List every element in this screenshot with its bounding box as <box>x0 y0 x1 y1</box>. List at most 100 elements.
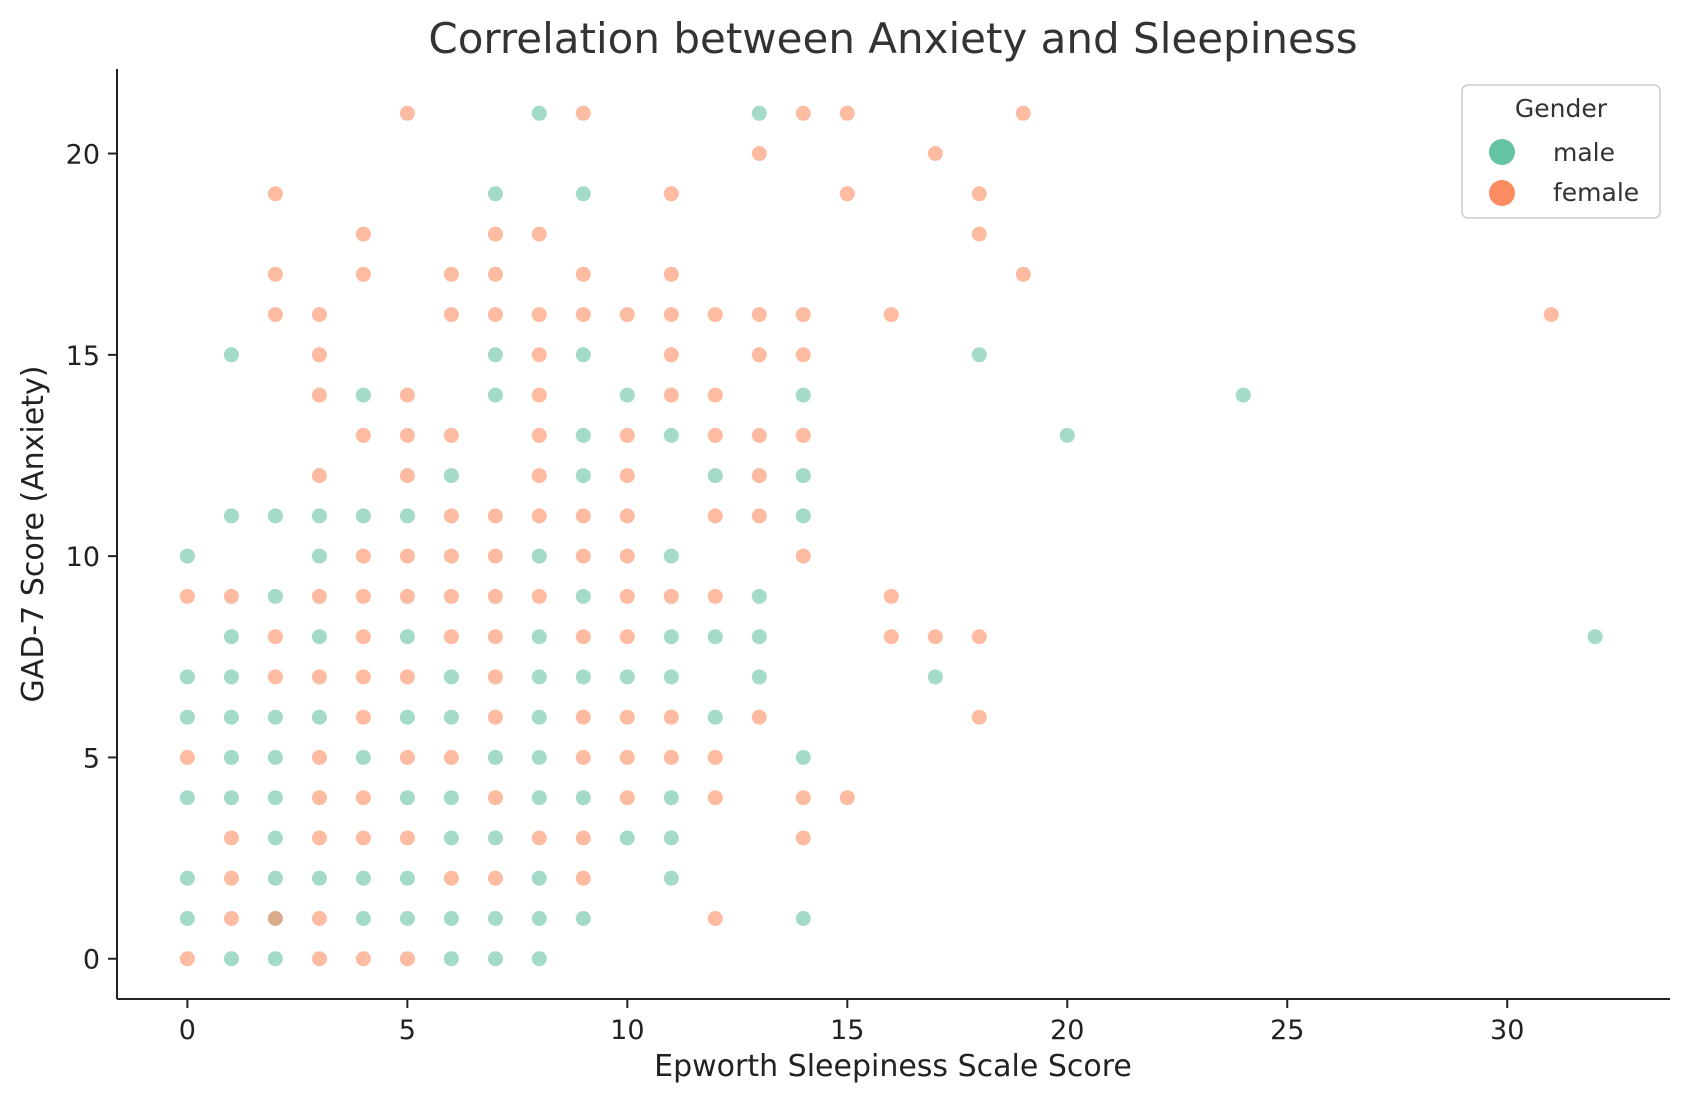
legend-label-male: male <box>1553 138 1615 167</box>
point-male-32 <box>750 587 768 605</box>
point-female-68 <box>486 547 504 565</box>
point-male-50 <box>178 708 196 726</box>
point-female-80 <box>618 587 636 605</box>
point-male-1 <box>750 104 768 122</box>
point-female-63 <box>706 507 724 525</box>
point-female-42 <box>530 386 548 404</box>
point-female-41 <box>398 386 416 404</box>
point-female-23 <box>310 306 328 324</box>
point-female-50 <box>706 426 724 444</box>
point-female-62 <box>618 507 636 525</box>
point-male-46 <box>618 668 636 686</box>
point-female-57 <box>750 467 768 485</box>
point-male-28 <box>530 547 548 565</box>
point-male-74 <box>486 829 504 847</box>
point-female-87 <box>486 628 504 646</box>
point-female-2 <box>794 104 812 122</box>
point-male-88 <box>442 910 460 927</box>
point-female-123 <box>398 829 416 847</box>
x-tick-label-20: 20 <box>1050 1015 1084 1046</box>
point-female-22 <box>266 306 284 324</box>
point-male-70 <box>574 789 592 807</box>
point-female-16 <box>354 265 372 283</box>
y-tick-label-5: 5 <box>83 743 100 774</box>
point-female-59 <box>486 507 504 525</box>
point-female-21 <box>1014 265 1032 283</box>
point-male-92 <box>794 910 812 927</box>
point-male-69 <box>530 789 548 807</box>
point-female-82 <box>706 587 724 605</box>
point-female-130 <box>574 869 592 887</box>
point-male-64 <box>178 789 196 807</box>
point-male-76 <box>662 829 680 847</box>
x-tick-label-30: 30 <box>1490 1015 1524 1046</box>
point-female-51 <box>750 426 768 444</box>
point-male-72 <box>266 829 284 847</box>
point-male-14 <box>662 426 680 444</box>
point-female-30 <box>706 306 724 324</box>
point-female-19 <box>574 265 592 283</box>
point-female-5 <box>750 145 768 162</box>
point-male-93 <box>222 950 240 968</box>
point-female-106 <box>310 748 328 766</box>
point-female-24 <box>442 306 460 324</box>
point-female-66 <box>398 547 416 565</box>
point-female-48 <box>530 426 548 444</box>
point-female-131 <box>222 910 240 927</box>
point-female-65 <box>354 547 372 565</box>
point-female-101 <box>618 708 636 726</box>
point-male-21 <box>266 507 284 525</box>
point-male-95 <box>442 950 460 968</box>
point-male-33 <box>222 628 240 646</box>
point-female-4 <box>1014 104 1032 122</box>
point-male-49 <box>926 668 944 686</box>
y-tick-label-0: 0 <box>83 945 100 976</box>
x-axis-label: Epworth Sleepiness Scale Score <box>654 1049 1132 1084</box>
point-male-86 <box>354 910 372 927</box>
point-female-91 <box>926 628 944 646</box>
point-male-36 <box>530 628 548 646</box>
point-male-73 <box>442 829 460 847</box>
point-male-60 <box>354 748 372 766</box>
point-female-11 <box>354 225 372 243</box>
point-female-14 <box>970 225 988 243</box>
point-female-39 <box>794 346 812 364</box>
point-male-79 <box>310 869 328 887</box>
point-female-100 <box>574 708 592 726</box>
point-male-44 <box>530 668 548 686</box>
point-female-18 <box>486 265 504 283</box>
point-female-26 <box>530 306 548 324</box>
legend: Gender male female <box>1461 84 1661 219</box>
point-female-113 <box>310 789 328 807</box>
point-male-7 <box>970 346 988 364</box>
point-male-35 <box>398 628 416 646</box>
point-female-35 <box>310 346 328 364</box>
point-female-15 <box>266 265 284 283</box>
point-male-18 <box>706 467 724 485</box>
point-female-93 <box>266 668 284 686</box>
point-female-58 <box>442 507 460 525</box>
point-male-9 <box>486 386 504 404</box>
point-male-29 <box>662 547 680 565</box>
point-female-95 <box>354 668 372 686</box>
point-male-84 <box>178 910 196 927</box>
point-female-111 <box>662 748 680 766</box>
point-female-67 <box>442 547 460 565</box>
point-female-134 <box>706 910 724 927</box>
point-female-71 <box>794 547 812 565</box>
point-male-48 <box>750 668 768 686</box>
legend-marker-female <box>1489 180 1515 206</box>
point-male-87 <box>398 910 416 927</box>
point-male-34 <box>310 628 328 646</box>
point-female-72 <box>178 587 196 605</box>
point-female-104 <box>970 708 988 726</box>
point-male-89 <box>486 910 504 927</box>
point-male-2 <box>486 185 504 203</box>
point-male-80 <box>354 869 372 887</box>
point-female-119 <box>838 789 856 807</box>
point-female-109 <box>574 748 592 766</box>
point-female-10 <box>970 185 988 203</box>
x-ticks: 0 5 10 15 20 25 30 <box>179 999 1524 1046</box>
point-female-116 <box>618 789 636 807</box>
point-male-54 <box>398 708 416 726</box>
